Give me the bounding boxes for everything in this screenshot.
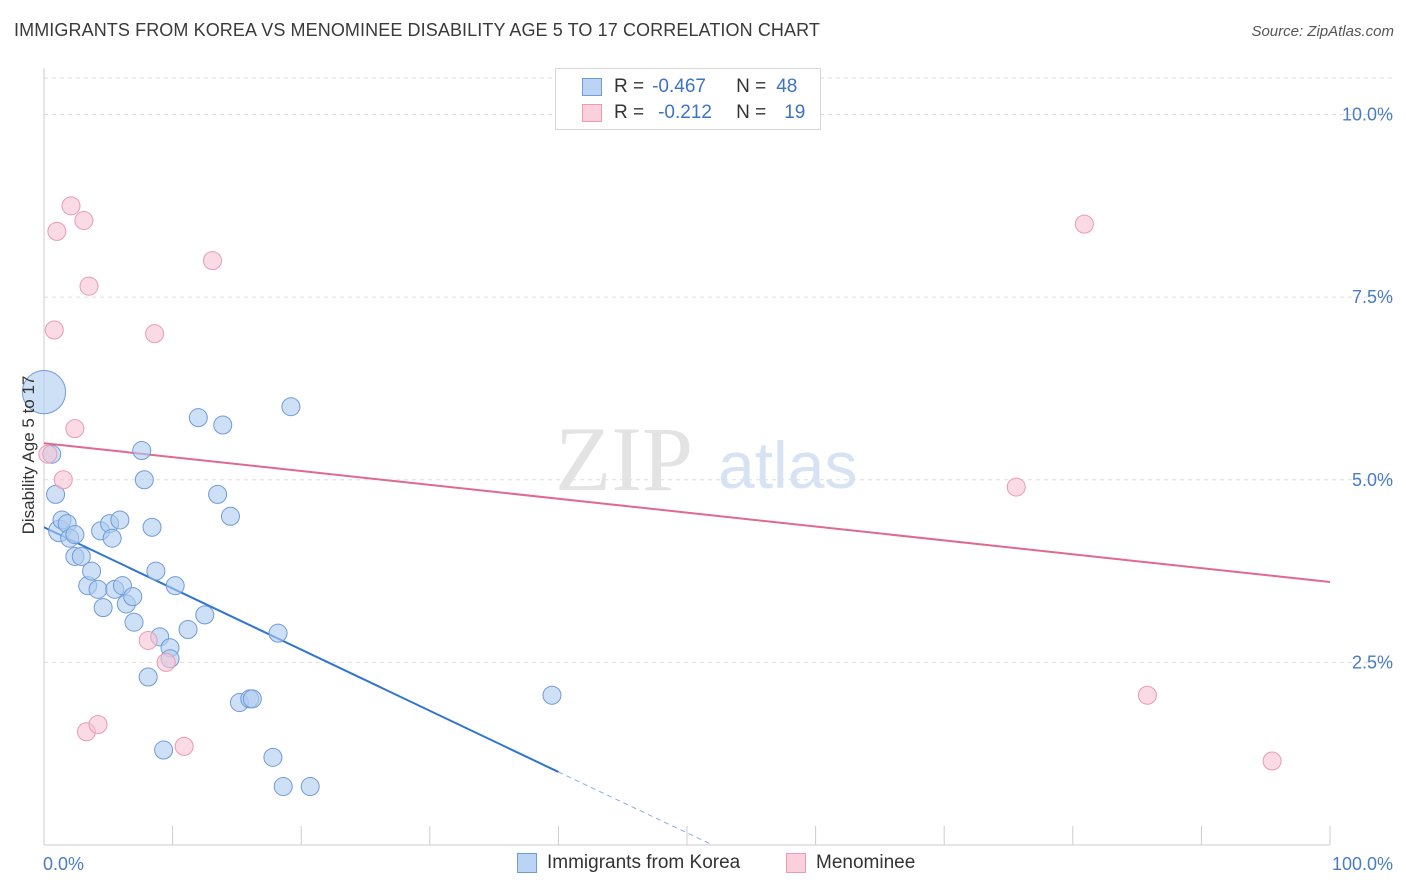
korea-point: [46, 484, 66, 504]
korea-point: [132, 441, 152, 461]
korea-trend-line: [43, 526, 559, 773]
chart-title: IMMIGRANTS FROM KOREA VS MENOMINEE DISAB…: [14, 20, 820, 40]
korea-point: [93, 598, 113, 618]
series-legend: Immigrants from Korea Menominee: [0, 852, 1406, 876]
menominee-n-value: 19: [784, 102, 806, 123]
korea-point: [273, 777, 293, 797]
legend-item-menominee[interactable]: Menominee: [786, 852, 915, 874]
menominee-point: [202, 251, 222, 271]
watermark-atlas: atlas: [718, 428, 857, 502]
menominee-point: [47, 221, 67, 241]
korea-point: [268, 623, 288, 643]
korea-point: [142, 517, 162, 537]
korea-n-value: 48: [776, 76, 798, 97]
korea-point: [21, 370, 67, 415]
stats-legend: R = -0.467 N = 48 R = -0.212 N = 19: [555, 68, 821, 130]
korea-point: [195, 605, 215, 625]
korea-trend-extension: [558, 771, 713, 846]
korea-point: [110, 510, 130, 530]
menominee-r-value: -0.212: [658, 102, 712, 123]
korea-point: [165, 576, 185, 596]
grid-layer: [44, 77, 1392, 663]
korea-swatch: [582, 78, 602, 96]
korea-point: [123, 587, 143, 607]
korea-point: [138, 667, 158, 687]
menominee-trend-line: [43, 442, 1331, 584]
y-axis-title: Disability Age 5 to 17: [19, 376, 38, 535]
korea-point: [102, 528, 122, 548]
menominee-point: [1137, 685, 1157, 705]
korea-point: [65, 525, 85, 545]
menominee-r-label: R =: [614, 102, 645, 123]
korea-point: [82, 561, 102, 581]
korea-point: [542, 685, 562, 705]
korea-point: [213, 415, 233, 435]
korea-point: [188, 408, 208, 428]
menominee-swatch: [582, 104, 602, 122]
legend-item-korea[interactable]: Immigrants from Korea: [517, 852, 740, 874]
stats-row-korea: R = -0.467 N = 48: [582, 75, 797, 99]
menominee-n-label: N =: [736, 102, 767, 123]
menominee-point: [44, 320, 64, 340]
menominee-point: [53, 470, 73, 490]
label-layer: 2.5% 5.0% 7.5% 10.0% 0.0% 100.0% Disability Ag…: [19, 105, 1393, 874]
menominee-point: [1006, 477, 1026, 497]
y-tick-label: 2.5%: [1352, 652, 1393, 672]
korea-point: [263, 747, 283, 767]
stats-row-menominee: R = -0.212 N = 19: [582, 101, 805, 125]
x-tick-label: 0.0%: [43, 854, 84, 874]
korea-point: [88, 579, 108, 599]
korea-n-label: N =: [736, 76, 767, 97]
y-tick-label: 7.5%: [1352, 287, 1393, 307]
legend-menominee-swatch: [786, 853, 806, 873]
menominee-point: [1074, 214, 1094, 234]
korea-point: [242, 689, 262, 709]
series-korea: [21, 370, 562, 797]
korea-point: [124, 612, 144, 632]
menominee-point: [88, 714, 108, 734]
point-layer: [21, 196, 1282, 797]
menominee-point: [145, 324, 165, 344]
korea-point: [281, 397, 301, 417]
watermark-zip: ZIP: [555, 408, 693, 510]
legend-korea-label: Immigrants from Korea: [547, 852, 741, 873]
x-tick-label: 100.0%: [1332, 854, 1393, 874]
korea-point: [154, 740, 174, 760]
trend-layer: [43, 442, 1331, 846]
korea-point: [134, 470, 154, 490]
menominee-point: [61, 196, 81, 216]
korea-point: [208, 484, 228, 504]
korea-point: [146, 561, 166, 581]
korea-point: [178, 620, 198, 640]
korea-point: [220, 506, 240, 526]
chart-source: Source: ZipAtlas.com: [1251, 23, 1394, 40]
series-menominee: [38, 196, 1282, 771]
korea-r-label: R =: [614, 76, 645, 97]
watermark: ZIP atlas: [555, 408, 857, 510]
legend-korea-swatch: [517, 853, 537, 873]
korea-r-value: -0.467: [652, 76, 706, 97]
korea-point: [71, 546, 91, 566]
menominee-point: [79, 276, 99, 296]
y-tick-label: 5.0%: [1352, 470, 1393, 490]
menominee-point: [174, 736, 194, 756]
menominee-point: [138, 630, 158, 650]
menominee-point: [38, 444, 58, 464]
menominee-point: [74, 210, 94, 230]
y-tick-label: 10.0%: [1342, 105, 1393, 125]
menominee-point: [65, 419, 85, 439]
menominee-point: [1262, 751, 1282, 771]
legend-menominee-label: Menominee: [816, 852, 916, 873]
menominee-point: [156, 652, 176, 672]
korea-point: [300, 777, 320, 797]
